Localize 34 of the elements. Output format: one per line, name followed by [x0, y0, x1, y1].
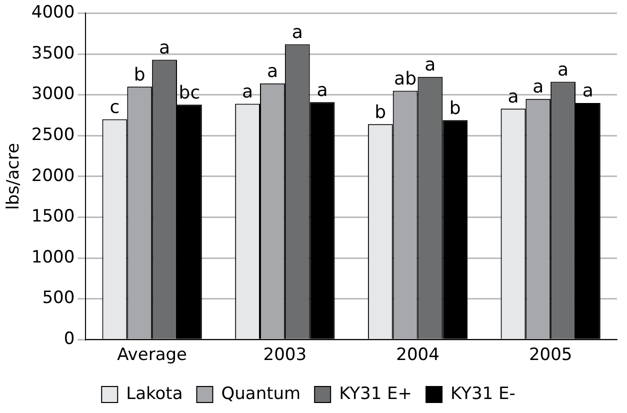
data-label: ab [394, 68, 417, 90]
x-tick-label: 2005 [528, 345, 572, 366]
x-tick-label: Average [117, 345, 187, 366]
y-tick-label: 4000 [31, 2, 75, 23]
data-label: a [424, 54, 436, 76]
y-tick-label: 3500 [31, 43, 75, 64]
data-label: a [266, 61, 278, 82]
y-tick-label: 1500 [31, 206, 75, 227]
data-label: a [242, 81, 254, 102]
data-label: a [582, 80, 594, 102]
y-tick-label: 0 [64, 329, 75, 350]
data-label: b [374, 102, 386, 123]
data-label: c [110, 96, 120, 118]
y-tick-label: 2000 [31, 166, 75, 186]
legend-label: KY31 E+ [339, 384, 412, 404]
data-label: b [134, 64, 146, 86]
y-tick-label: 500 [42, 288, 75, 308]
y-tick-label: 3000 [31, 84, 75, 104]
y-tick-label: 1000 [31, 247, 75, 268]
data-label: a [316, 80, 328, 101]
x-tick-label: 2003 [263, 345, 307, 366]
data-label: a [159, 37, 170, 58]
legend-label: KY31 E- [450, 384, 516, 404]
data-label: a [532, 76, 544, 98]
data-label: b [449, 98, 461, 119]
y-axis-title: lbs/acre [4, 142, 24, 210]
legend-label: Lakota [126, 384, 183, 404]
y-tick-label: 2500 [31, 125, 75, 146]
data-label: a [292, 22, 303, 43]
x-tick-label: 2004 [396, 345, 440, 366]
legend-label: Quantum [221, 384, 301, 404]
data-label: a [558, 59, 569, 80]
data-label: bc [178, 82, 200, 104]
data-label: a [508, 86, 519, 108]
